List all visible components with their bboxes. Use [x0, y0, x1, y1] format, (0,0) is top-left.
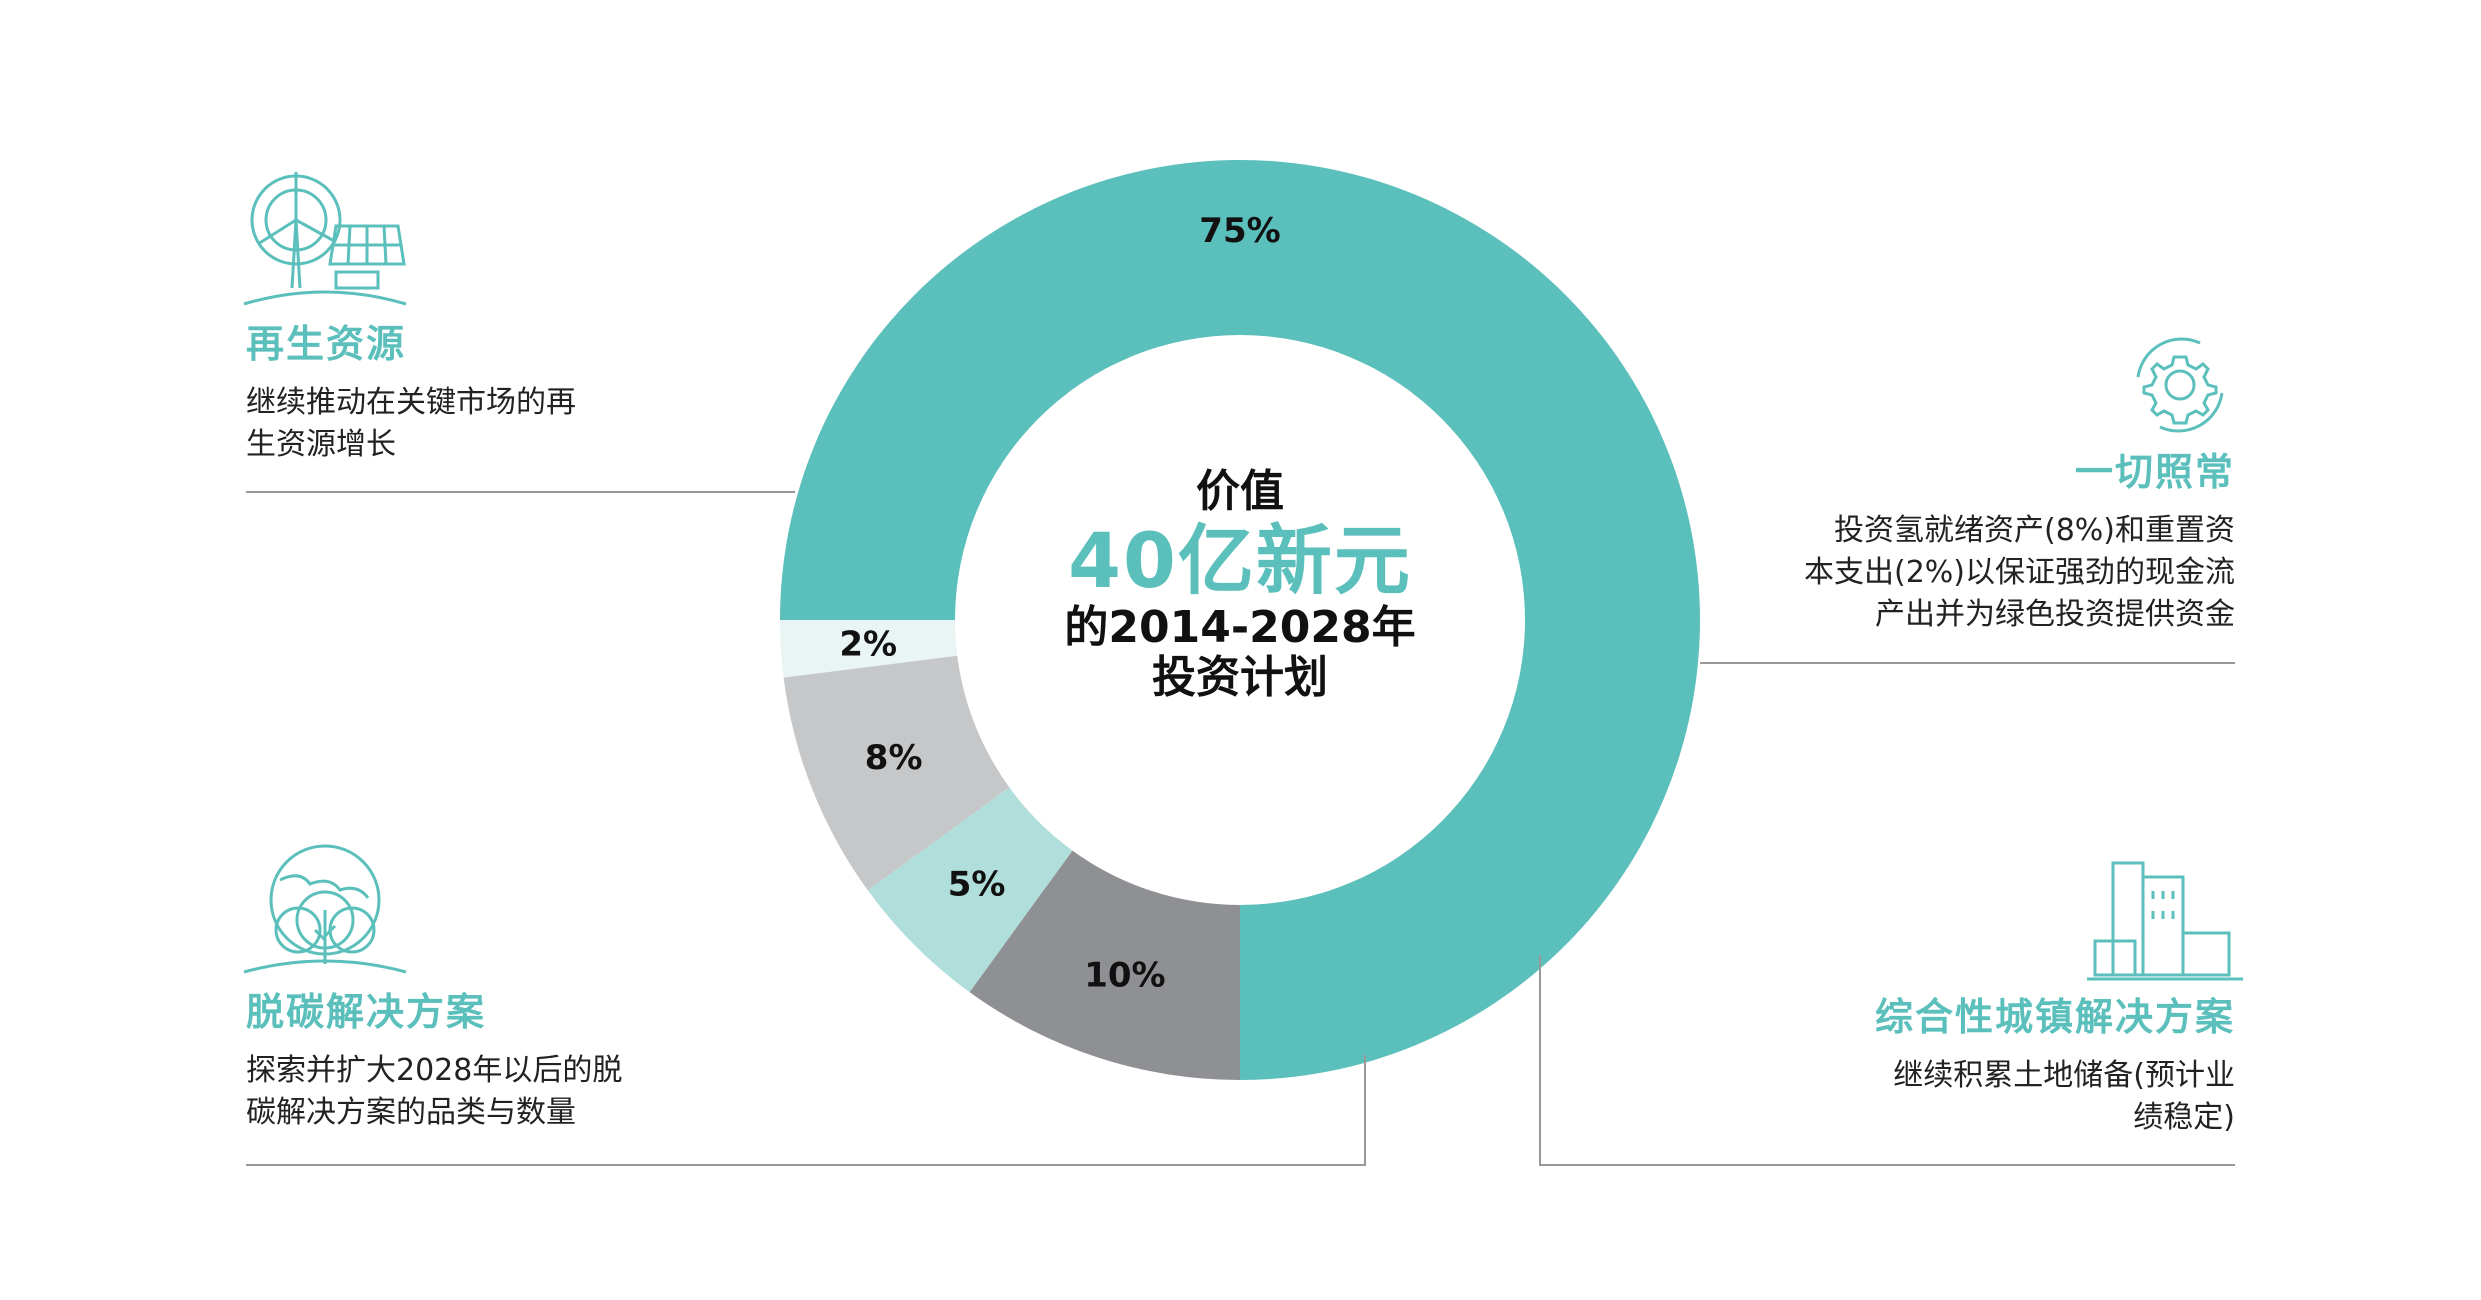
- category-description: 继续推动在关键市场的再 生资源增长: [246, 384, 576, 462]
- slice-label: 5%: [948, 864, 1006, 904]
- category-title: 再生资源: [246, 322, 407, 366]
- leader-line-urban: [1539, 955, 2235, 1166]
- category-business-as-usual: 一切照常 投资氢就绪资产(8%)和重置资 本支出(2%)以保证强劲的现金流 产出…: [1735, 450, 2235, 636]
- center-amount: 40亿新元: [1068, 516, 1412, 605]
- globe-tree-icon: [243, 844, 407, 974]
- leader-line-decarbonisation: [246, 1055, 1366, 1166]
- category-title: 一切照常: [2074, 450, 2235, 494]
- category-renewables: 再生资源 继续推动在关键市场的再 生资源增长: [246, 322, 666, 466]
- category-description: 投资氢就绪资产(8%)和重置资 本支出(2%)以保证强劲的现金流 产出并为绿色投…: [1803, 512, 2235, 632]
- slice-label: 10%: [1084, 955, 1165, 995]
- donut-slice-8pct: [783, 655, 1010, 891]
- category-description: 继续积累土地储备(预计业 绩稳定): [1893, 1057, 2235, 1135]
- slice-label: 75%: [1199, 211, 1280, 251]
- category-description: 探索并扩大2028年以后的脱 碳解决方案的品类与数量: [246, 1052, 623, 1130]
- category-title: 脱碳解决方案: [246, 990, 487, 1034]
- category-title: 综合性城镇解决方案: [1874, 995, 2235, 1039]
- slice-label: 2%: [839, 624, 897, 664]
- center-line-value: 价值: [1196, 466, 1284, 517]
- donut-slice-75pct: [780, 160, 1700, 1080]
- center-plan-label: 投资计划: [1152, 652, 1328, 704]
- donut-center-text: 价值 40亿新元 的2014-2028年 投资计划: [940, 455, 1540, 704]
- gear-cycle-icon: [2136, 337, 2224, 433]
- donut-slice-10pct: [969, 850, 1240, 1080]
- donut-slice-2pct: [780, 620, 958, 678]
- leader-lines: [246, 491, 2235, 1166]
- wind-solar-icon: [243, 172, 407, 306]
- city-buildings-icon: [2087, 861, 2243, 981]
- category-urban-solutions: 综合性城镇解决方案 继续积累土地储备(预计业 绩稳定): [1735, 995, 2235, 1139]
- donut-slice-5pct: [867, 787, 1073, 993]
- slice-label: 8%: [865, 738, 923, 778]
- category-decarbonisation: 脱碳解决方案 探索并扩大2028年以后的脱 碳解决方案的品类与数量: [246, 990, 706, 1134]
- center-period: 的2014-2028年: [1064, 601, 1416, 653]
